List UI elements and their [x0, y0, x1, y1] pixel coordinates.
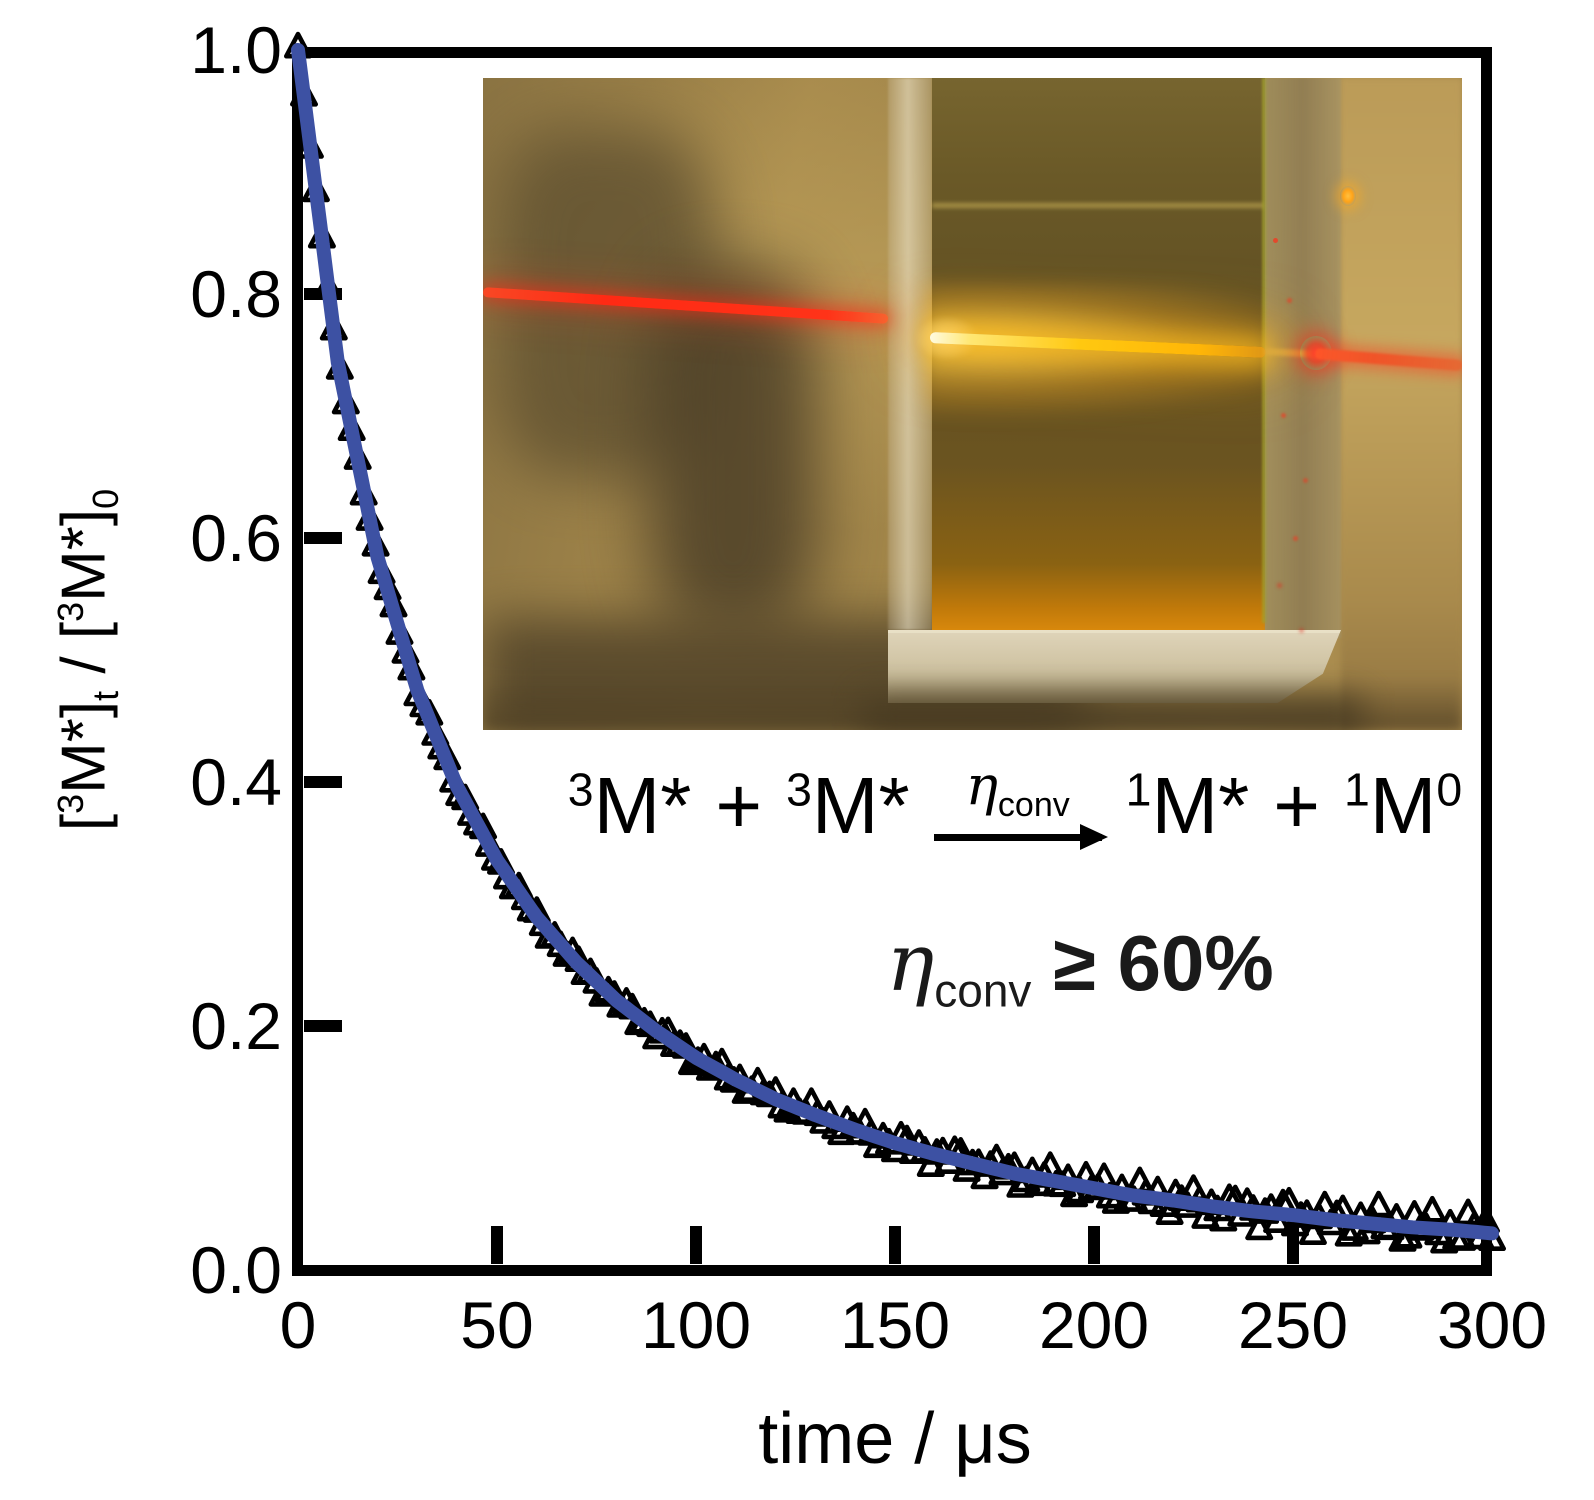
y-title-bracket2: [	[49, 621, 119, 640]
plus-sign-2: +	[1273, 761, 1320, 850]
inset-photo	[483, 78, 1462, 730]
reactant-1: 3M*	[567, 761, 692, 850]
bottom-shade	[483, 678, 1462, 730]
reaction-equation: 3M* + 3M* ηconv 1M* + 1M0	[510, 754, 1520, 852]
efficiency-value: ≥ 60%	[1053, 919, 1274, 1007]
liquid-meniscus	[932, 203, 1265, 208]
x-tick-label: 150	[840, 1288, 950, 1362]
fit-line	[291, 43, 1499, 1241]
y-title-sup: 3	[49, 793, 91, 814]
product-2: 1M0	[1343, 761, 1463, 850]
x-tick-labels: 0 50 100 150 200 250 300	[280, 1288, 1547, 1362]
y-title-divider: /	[49, 639, 119, 691]
y-tick-label: 0.0	[190, 1233, 282, 1307]
y-tick-label: 0.4	[190, 745, 282, 819]
y-title-molecule: M*]	[49, 700, 119, 794]
y-tick-label: 1.0	[190, 13, 282, 87]
x-tick-label: 250	[1238, 1288, 1348, 1362]
y-tick-label: 0.2	[190, 989, 282, 1063]
product-1: 1M*	[1125, 761, 1250, 850]
orange-glow-dot	[1340, 186, 1356, 206]
right-background	[1341, 78, 1462, 730]
arrow-eta-label: ηconv	[965, 754, 1070, 824]
y-tick-labels: 1.0 0.8 0.6 0.4 0.2 0.0	[190, 13, 282, 1307]
x-axis-ticks	[491, 1226, 1299, 1264]
y-axis-title: [3M*]t / [3M*]0	[49, 489, 126, 832]
x-tick-label: 50	[460, 1288, 533, 1362]
y-tick-label: 0.6	[190, 501, 282, 575]
reaction-arrow-icon	[933, 823, 1108, 850]
y-title-sub-0: 0	[84, 488, 126, 509]
x-tick-label: 300	[1437, 1288, 1547, 1362]
x-axis-title: time / μs	[758, 1399, 1032, 1479]
y-title-bracket: [	[49, 813, 119, 832]
plot-frame	[292, 47, 1492, 1276]
x-tick-label: 0	[280, 1288, 317, 1362]
eta-symbol: η	[886, 916, 935, 1009]
efficiency-annotation: ηconv ≥ 60%	[820, 916, 1340, 1018]
x-tick-label: 200	[1039, 1288, 1149, 1362]
dark-structure-left-2	[648, 268, 818, 638]
eta-subscript: conv	[934, 964, 1032, 1017]
x-tick-label: 100	[641, 1288, 751, 1362]
reactant-2: 3M*	[786, 761, 910, 850]
y-tick-label: 0.8	[190, 257, 282, 331]
scattered-light-speckles	[1273, 238, 1278, 243]
y-title-sub-t: t	[84, 690, 126, 701]
reaction-arrow-block: ηconv	[933, 754, 1108, 850]
y-title-molecule2: M*]	[49, 508, 119, 602]
y-title-sup2: 3	[49, 601, 91, 622]
plus-sign: +	[715, 761, 763, 850]
